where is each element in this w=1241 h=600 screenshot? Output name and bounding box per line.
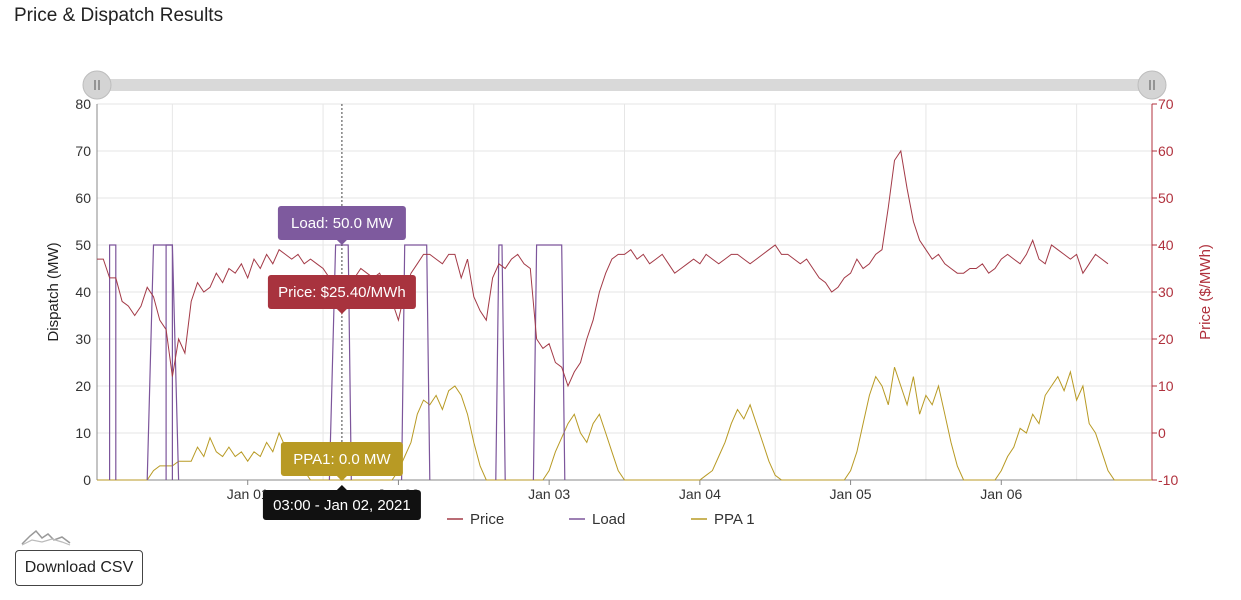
tooltip-load: Load: 50.0 MW xyxy=(277,206,406,245)
series-line-load xyxy=(109,244,117,480)
tooltip-price-text: Price: $25.40/MWh xyxy=(278,284,406,301)
range-slider-track[interactable] xyxy=(97,79,1152,91)
y2-tick-label: 70 xyxy=(1158,96,1174,112)
tooltip-price: Price: $25.40/MWh xyxy=(267,275,416,314)
y-axis-title: Dispatch (MW) xyxy=(45,242,62,341)
y2-tick-label: 60 xyxy=(1158,143,1174,159)
tooltip-ppa-box xyxy=(280,442,403,476)
tooltip-ppa-text: PPA1: 0.0 MW xyxy=(293,451,391,468)
y2-axis-title: Price ($/MWh) xyxy=(1197,244,1214,340)
axes: 0 10 20 30 40 50 60 70 80 -10 0 10 20 30 40 50 60 70 Jan 0… xyxy=(75,96,1178,502)
y2-tick-label: 40 xyxy=(1158,237,1174,253)
y-tick-label: 0 xyxy=(83,472,91,488)
mini-chart-icon xyxy=(21,529,71,546)
range-slider-left-handle[interactable] xyxy=(82,70,112,100)
legend-item-price[interactable]: Price xyxy=(447,511,504,528)
tooltip-price-arrow xyxy=(336,309,347,314)
series-line-load xyxy=(146,244,180,481)
legend-item-load[interactable]: Load xyxy=(569,511,625,528)
tooltip-load-text: Load: 50.0 MW xyxy=(291,215,394,232)
legend-item-ppa[interactable]: PPA 1 xyxy=(691,511,755,528)
legend: Price Load PPA 1 xyxy=(447,511,755,528)
y2-tick-label: 50 xyxy=(1158,190,1174,206)
x-tick-label: Jan 05 xyxy=(830,486,872,502)
y-tick-label: 80 xyxy=(75,96,91,112)
y-tick-label: 30 xyxy=(75,331,91,347)
tooltip-ppa-arrow xyxy=(336,476,347,481)
x-tick-label: Jan 01 xyxy=(227,486,269,502)
tooltip-price-box xyxy=(267,275,416,309)
tooltip-time-text: 03:00 - Jan 02, 2021 xyxy=(273,497,411,514)
x-tick-label: Jan 06 xyxy=(980,486,1022,502)
tooltip-time-box xyxy=(262,490,421,520)
download-csv-button[interactable]: Download CSV xyxy=(15,550,143,586)
series-line-load xyxy=(495,244,506,481)
y-tick-label: 60 xyxy=(75,190,91,206)
x-tick-label: Jan 03 xyxy=(528,486,570,502)
tooltip-time: 03:00 - Jan 02, 2021 xyxy=(262,485,421,520)
legend-label-price: Price xyxy=(470,511,504,528)
page-title: Price & Dispatch Results xyxy=(14,5,224,26)
y-tick-label: 40 xyxy=(75,284,91,300)
legend-label-load: Load xyxy=(592,511,625,528)
x-tick-label: Jan 04 xyxy=(679,486,721,502)
y-tick-label: 50 xyxy=(75,237,91,253)
tooltip-ppa: PPA1: 0.0 MW xyxy=(280,442,403,481)
y-tick-label: 20 xyxy=(75,378,91,394)
series-line-price xyxy=(97,149,1109,388)
y-tick-label: 10 xyxy=(75,425,91,441)
series-line-ppa-1 xyxy=(97,367,1152,481)
series-line-load xyxy=(401,244,431,481)
y2-tick-label: 0 xyxy=(1158,425,1166,441)
grid xyxy=(97,103,1152,481)
series-line-load xyxy=(165,244,173,480)
range-slider-right-handle[interactable] xyxy=(1137,70,1167,100)
y-tick-label: 70 xyxy=(75,143,91,159)
y2-tick-label: 10 xyxy=(1158,378,1174,394)
legend-label-ppa: PPA 1 xyxy=(714,511,755,528)
tooltip-load-box xyxy=(277,206,406,240)
tooltip-time-arrow xyxy=(336,485,347,490)
y2-tick-label: 20 xyxy=(1158,331,1174,347)
tooltip: Load: 50.0 MW Price: $25.40/MWh PPA1: 0.0 … xyxy=(262,104,421,520)
y2-tick-label: -10 xyxy=(1158,472,1178,488)
chart: 0 10 20 30 40 50 60 70 80 -10 0 10 20 30 40 50 60 70 Jan 0… xyxy=(45,70,1214,528)
y2-tick-label: 30 xyxy=(1158,284,1174,300)
series-line-load xyxy=(532,244,566,481)
tooltip-load-arrow xyxy=(336,240,347,245)
